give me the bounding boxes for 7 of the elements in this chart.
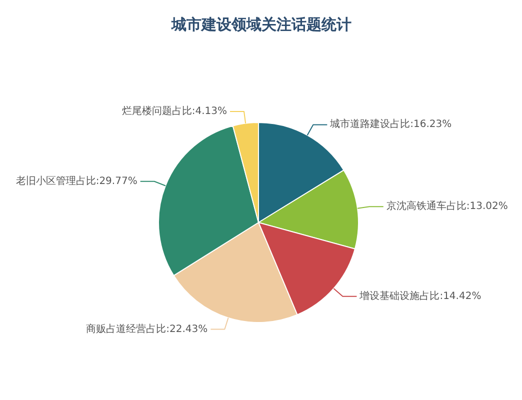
chart-title: 城市建设领域关注话题统计 [170, 16, 352, 34]
slice-label: 老旧小区管理占比:29.77% [16, 174, 138, 187]
slice-label: 商贩占道经营占比:22.43% [86, 322, 208, 335]
slice-label: 增设基础设施占比:14.42% [358, 290, 482, 302]
slice-label: 烂尾楼问题占比:4.13% [122, 104, 228, 117]
slice-label: 京沈高铁通车占比:13.02% [386, 200, 508, 212]
slice-label: 城市道路建设占比:16.23% [329, 118, 452, 130]
